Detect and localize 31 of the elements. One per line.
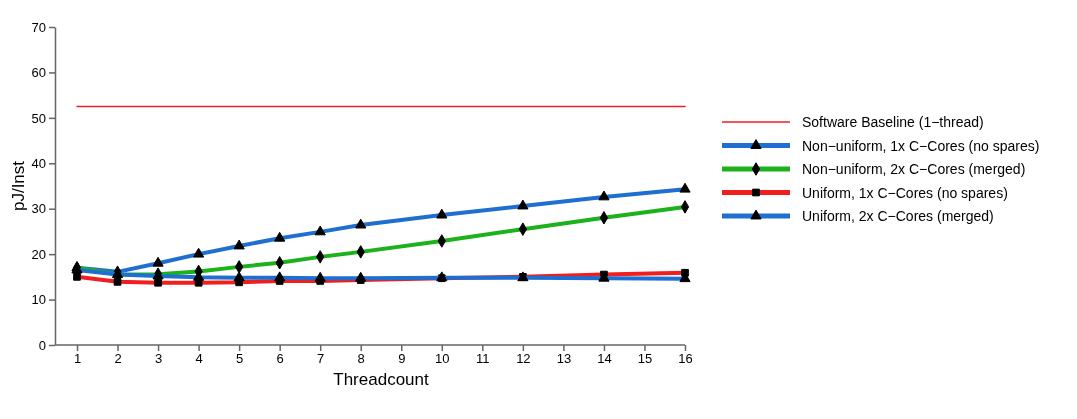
x-tick-label: 9 [398,351,406,367]
x-tick-label: 5 [236,351,244,367]
y-tick-label: 30 [31,201,46,217]
x-tick-label: 14 [597,351,612,367]
y-tick-label: 20 [31,246,46,262]
legend-label: Non−uniform, 2x C−Cores (merged) [802,161,1026,177]
y-tick-label: 0 [38,337,46,353]
y-tick-label: 60 [31,65,46,81]
y-tick-label: 10 [31,292,46,308]
legend-label: Non−uniform, 1x C−Cores (no spares) [802,137,1040,154]
x-tick-label: 6 [276,351,284,367]
y-tick-label: 40 [31,155,46,171]
x-tick-label: 8 [357,351,365,367]
legend-label: Uniform, 1x C−Cores (no spares) [802,184,1008,201]
x-tick-label: 1 [73,351,82,367]
x-tick-label: 15 [637,351,653,367]
legend-label: Uniform, 2x C−Cores (merged) [802,208,994,224]
x-tick-label: 13 [556,351,572,367]
x-tick-label: 10 [435,351,450,367]
y-tick-label: 70 [31,19,46,35]
x-tick-label: 7 [317,351,325,367]
x-tick-label: 11 [476,351,490,367]
x-tick-label: 16 [678,351,693,367]
legend-label: Software Baseline (1−thread) [802,114,984,130]
x-tick-label: 12 [516,351,531,367]
y-axis-title: pJ/Inst [9,160,28,212]
y-tick-label: 50 [31,110,46,126]
x-axis-title: Threadcount [333,370,429,389]
x-tick-label: 3 [154,351,163,367]
x-tick-label: 4 [195,351,203,367]
x-tick-label: 2 [114,351,122,367]
